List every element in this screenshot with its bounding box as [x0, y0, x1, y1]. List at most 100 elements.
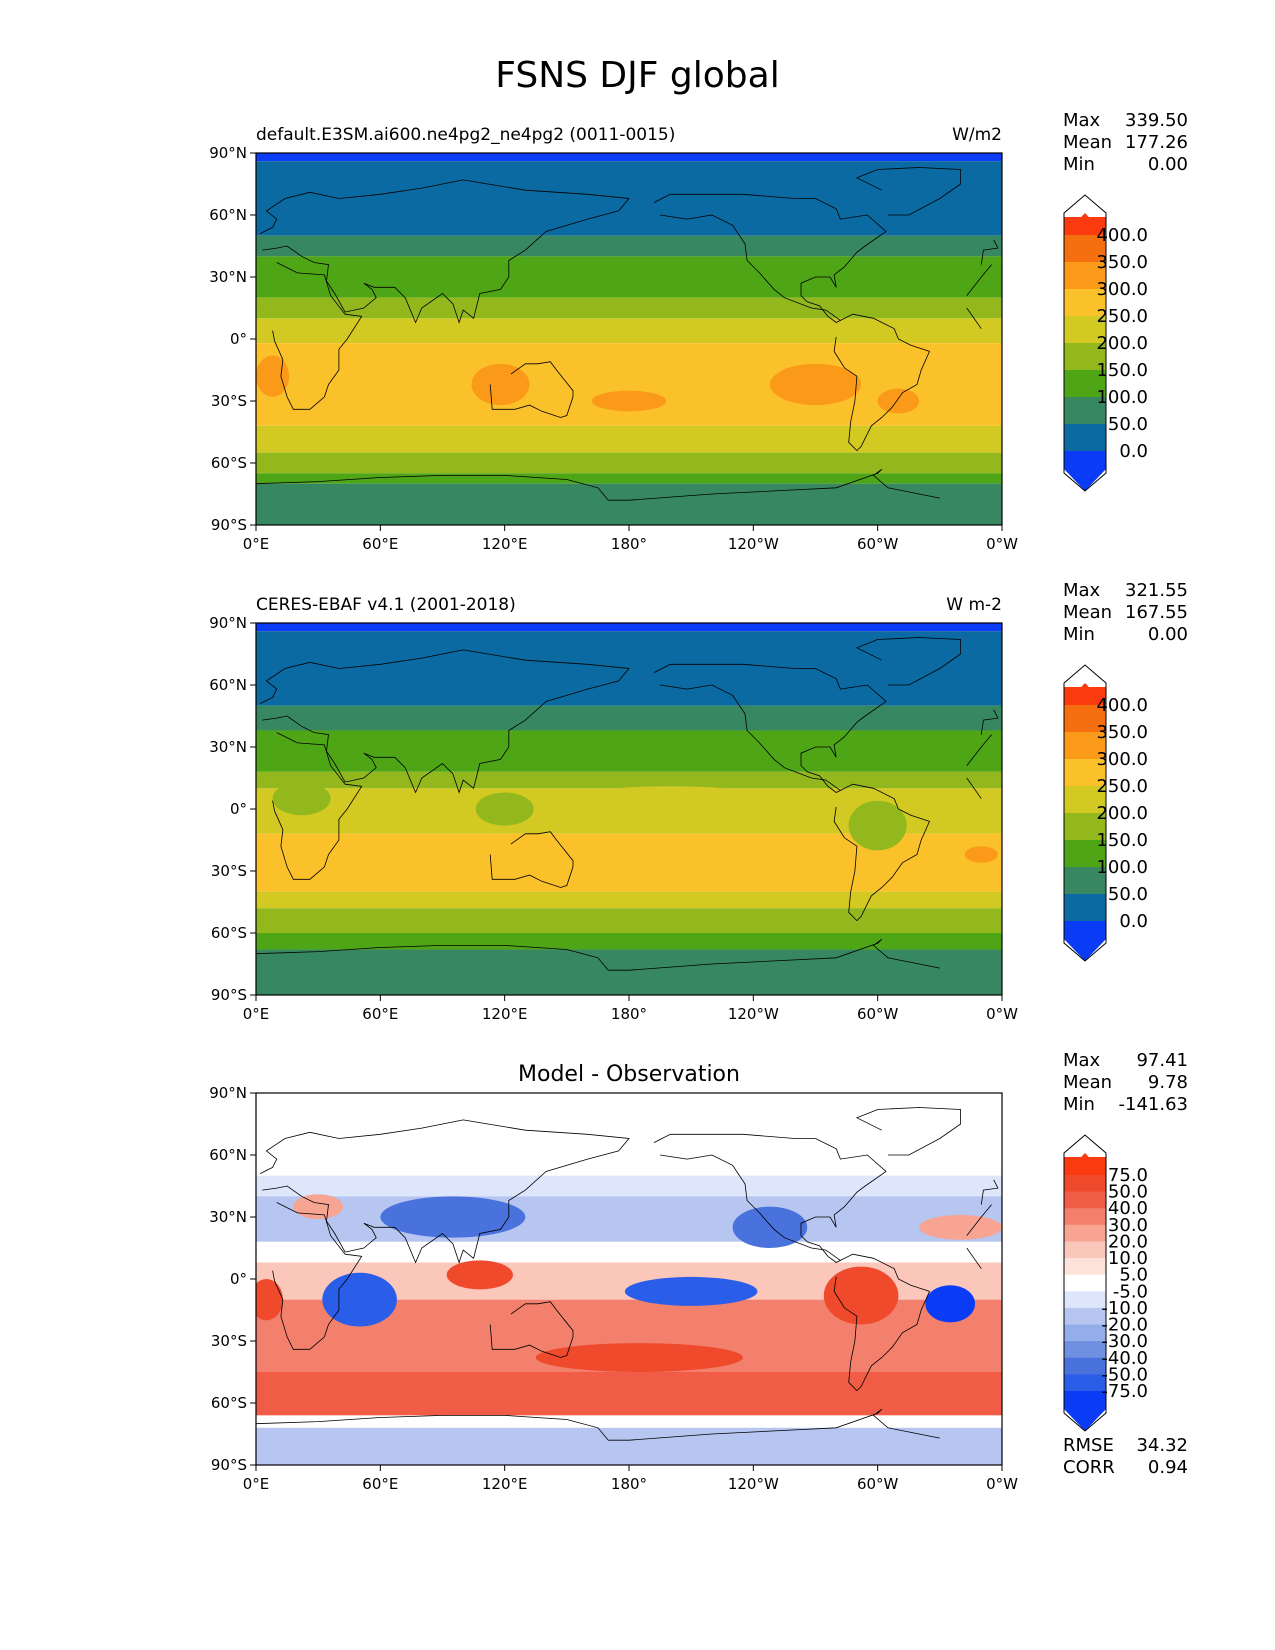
panel-test: 0°E 60°E 120°E 180° 120°W 60°W 0°W 90°N 60°N 30°N…	[209, 110, 1188, 553]
panel-reference: 0°E 60°E 120°E 180° 120°W 60°W 0°W 90°N 60°N 30°N…	[209, 580, 1188, 1023]
field-band	[256, 452, 1002, 474]
y-tick-label: 90°N	[209, 614, 247, 632]
field-band	[256, 161, 1002, 236]
stat-label: Max	[1063, 1050, 1101, 1071]
colorbar-tick-label: 250.0	[1096, 776, 1148, 797]
colorbar-tick-label: 150.0	[1096, 360, 1148, 381]
field-band	[256, 949, 1002, 995]
colorbar-tick-label: 150.0	[1096, 830, 1148, 851]
colorbar-segment	[1064, 921, 1106, 939]
colorbar-segment	[1064, 705, 1106, 733]
field-anomaly	[322, 1272, 397, 1327]
field-anomaly	[732, 1206, 808, 1249]
field-band	[256, 483, 1002, 525]
colorbar-tick-label: 350.0	[1096, 722, 1148, 743]
x-tick-label: 60°W	[857, 1005, 899, 1023]
colorbar-outline	[1063, 194, 1107, 492]
colorbar-segment	[1064, 786, 1106, 814]
coastline	[653, 193, 887, 323]
stat-value: 9.78	[1148, 1072, 1188, 1093]
colorbar-segment	[1064, 1274, 1106, 1292]
colorbar-segment	[1064, 1191, 1106, 1209]
field-anomaly	[446, 1260, 513, 1290]
stat-label: Max	[1063, 580, 1101, 601]
colorbar-segment	[1064, 1291, 1106, 1309]
colorbar-segment	[1064, 1258, 1106, 1276]
colorbar-tick-label: -30.0	[1101, 1331, 1148, 1352]
x-tick-label: 180°	[611, 1005, 647, 1023]
colorbar-segment	[1064, 759, 1106, 787]
field-anomaly	[591, 390, 667, 412]
x-tick-label: 180°	[611, 535, 647, 553]
colorbar-segment	[1064, 235, 1106, 263]
field-band	[256, 425, 1002, 453]
field-band	[256, 256, 1002, 298]
field-anomaly	[535, 1343, 743, 1372]
coastline	[489, 1301, 574, 1358]
coastline	[256, 468, 940, 501]
y-tick-label: 0°	[230, 330, 247, 348]
colorbar-segment	[1064, 894, 1106, 922]
field-band	[256, 891, 1002, 909]
y-tick-label: 60°N	[209, 206, 247, 224]
colorbar-tick-label: 350.0	[1096, 252, 1148, 273]
colorbar-tick-label: 300.0	[1096, 279, 1148, 300]
field-anomaly	[925, 1285, 976, 1323]
colorbar-segment	[1064, 867, 1106, 895]
field-band	[256, 1093, 1002, 1176]
y-tick-label: 60°N	[209, 676, 247, 694]
field-anomaly	[877, 388, 920, 414]
field-anomaly	[597, 786, 743, 799]
x-tick-label: 120°E	[482, 1475, 528, 1493]
stat-label: Min	[1063, 1094, 1095, 1115]
y-tick-label: 90°N	[209, 144, 247, 162]
field-band	[256, 631, 1002, 706]
colorbar-segment	[1064, 1307, 1106, 1326]
field-anomaly	[624, 1276, 758, 1306]
x-tick-label: 0°E	[243, 1005, 270, 1023]
coastline	[272, 732, 992, 880]
field-anomaly	[471, 363, 530, 406]
colorbar-tick-label: 75.0	[1108, 1165, 1148, 1186]
y-tick-label: 30°S	[211, 1332, 247, 1350]
colorbar-segment	[1064, 289, 1106, 317]
stat-value: 339.50	[1125, 110, 1188, 131]
coastline	[833, 1253, 931, 1392]
y-tick-label: 90°S	[211, 1456, 247, 1474]
x-tick-label: 120°W	[728, 1475, 779, 1493]
colorbar-segment	[1064, 397, 1106, 425]
stat-value: 0.94	[1148, 1457, 1188, 1478]
stat-label: Mean	[1063, 1072, 1112, 1093]
colorbar-extend-min	[1064, 469, 1106, 491]
colorbar-tick-label: 200.0	[1096, 803, 1148, 824]
field-anomaly	[475, 792, 534, 826]
x-tick-label: 0°W	[986, 535, 1018, 553]
figure-title: FSNS DJF global	[495, 55, 780, 96]
field-anomaly	[380, 1196, 526, 1238]
colorbar-segment	[1064, 1208, 1106, 1226]
colorbar-tick-label: -75.0	[1101, 1381, 1148, 1402]
colorbar-tick-label: 20.0	[1108, 1231, 1148, 1252]
panel-difference: 0°E 60°E 120°E 180° 120°W 60°W 0°W 90°N 60°N 30°N…	[209, 1050, 1188, 1493]
coastline	[833, 783, 931, 922]
field-band	[256, 1241, 1002, 1263]
stat-label: Min	[1063, 624, 1095, 645]
field-band	[256, 473, 1002, 484]
panel-left-label: default.E3SM.ai600.ne4pg2_ne4pg2 (0011-0…	[256, 125, 675, 145]
colorbar-tick-label: 100.0	[1096, 857, 1148, 878]
x-tick-label: 60°E	[362, 1005, 398, 1023]
colorbar-segment	[1064, 1357, 1106, 1375]
y-tick-label: 60°S	[211, 454, 247, 472]
colorbar-segment	[1064, 451, 1106, 469]
colorbar-tick-label: 250.0	[1096, 306, 1148, 327]
y-tick-label: 90°S	[211, 986, 247, 1004]
field-anomaly	[964, 846, 998, 863]
y-tick-label: 30°N	[209, 1208, 247, 1226]
stat-label: CORR	[1063, 1457, 1115, 1478]
field-band	[256, 1427, 1002, 1465]
field-band	[256, 1415, 1002, 1428]
y-tick-label: 60°S	[211, 924, 247, 942]
panel-units: W m-2	[946, 595, 1002, 615]
coastline	[855, 167, 961, 216]
x-tick-label: 180°	[611, 1475, 647, 1493]
